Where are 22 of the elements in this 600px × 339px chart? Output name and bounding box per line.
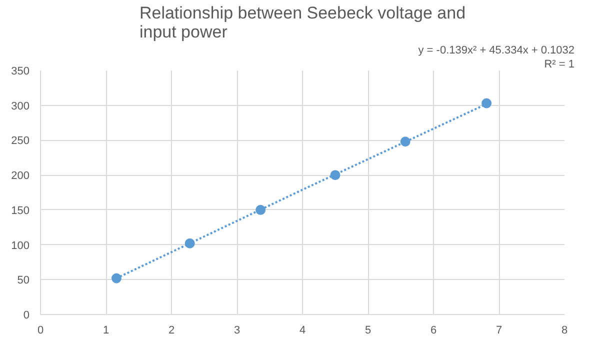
y-tick-label: 50 [17, 274, 30, 287]
y-tick-label: 200 [11, 170, 30, 182]
y-tick-label: 150 [11, 204, 30, 217]
y-tick-label: 250 [11, 135, 30, 148]
x-tick-label: 2 [168, 324, 175, 336]
text: R² = 1 [544, 58, 575, 70]
chart-title: Relationship between Seebeck voltage and input power [139, 4, 466, 42]
text: y = -0.139x² + 45.334x + 0.1032 [418, 44, 575, 56]
point [111, 273, 122, 284]
point [482, 98, 492, 108]
y-tick-label: 0 [23, 310, 30, 322]
x-tick-label: 1 [102, 324, 110, 336]
x-tick-label: 0 [37, 324, 44, 336]
x-tick-label: 6 [430, 324, 437, 336]
x-tick-label: 5 [364, 324, 372, 336]
x-tick-label: 8 [561, 324, 568, 336]
y-tick-label: 300 [11, 100, 30, 112]
y-tick-label: 350 [11, 66, 30, 78]
x-tick-label: 7 [496, 324, 502, 336]
y-tick-label: 100 [11, 240, 30, 252]
x-tick-label: 4 [299, 324, 306, 336]
x-tick-label: 3 [234, 324, 240, 336]
